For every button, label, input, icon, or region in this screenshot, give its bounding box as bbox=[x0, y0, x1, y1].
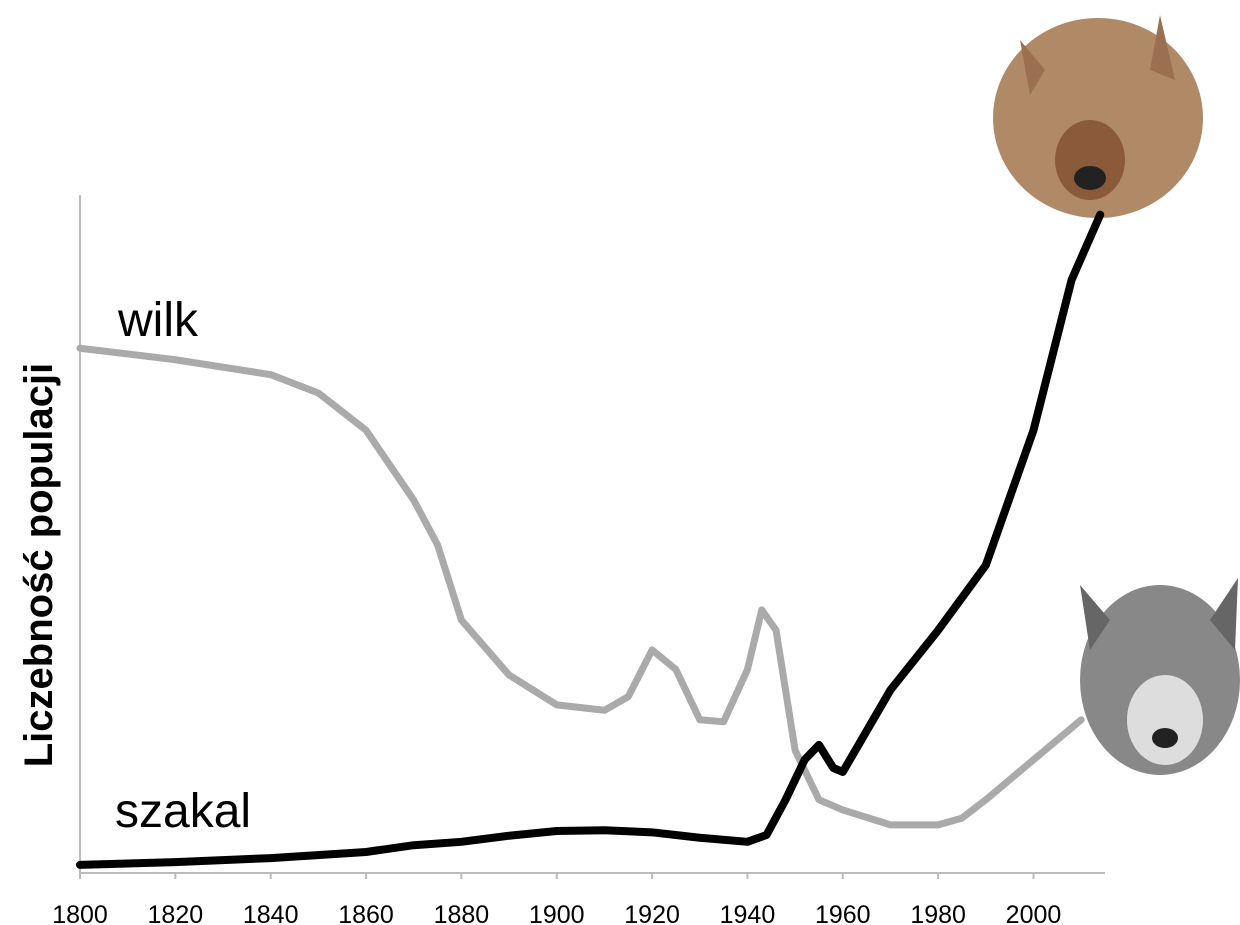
x-tick-label: 1960 bbox=[815, 901, 871, 925]
y-axis-label: Liczebność populacji bbox=[17, 363, 61, 768]
x-tick-label: 1820 bbox=[148, 901, 204, 925]
x-tick-label: 1900 bbox=[529, 901, 585, 925]
chart: Liczebność populacji 1800 1820 1840 1860 188… bbox=[0, 0, 1240, 925]
x-tick-label: 1920 bbox=[624, 901, 680, 925]
x-tick-label: 2000 bbox=[1006, 901, 1062, 925]
series-line bbox=[80, 348, 1081, 825]
x-tick-label: 1840 bbox=[243, 901, 299, 925]
series-line bbox=[80, 215, 1100, 865]
wolf-head bbox=[1080, 578, 1240, 775]
x-tick-label: 1800 bbox=[52, 901, 108, 925]
jackal-head bbox=[993, 15, 1203, 218]
x-tick-label: 1860 bbox=[338, 901, 394, 925]
series-label: wilk bbox=[117, 294, 199, 347]
series-label: szakal bbox=[115, 785, 251, 838]
x-tick-label: 1880 bbox=[434, 901, 490, 925]
x-tick-label: 1980 bbox=[910, 901, 966, 925]
x-tick-label: 1940 bbox=[720, 901, 776, 925]
